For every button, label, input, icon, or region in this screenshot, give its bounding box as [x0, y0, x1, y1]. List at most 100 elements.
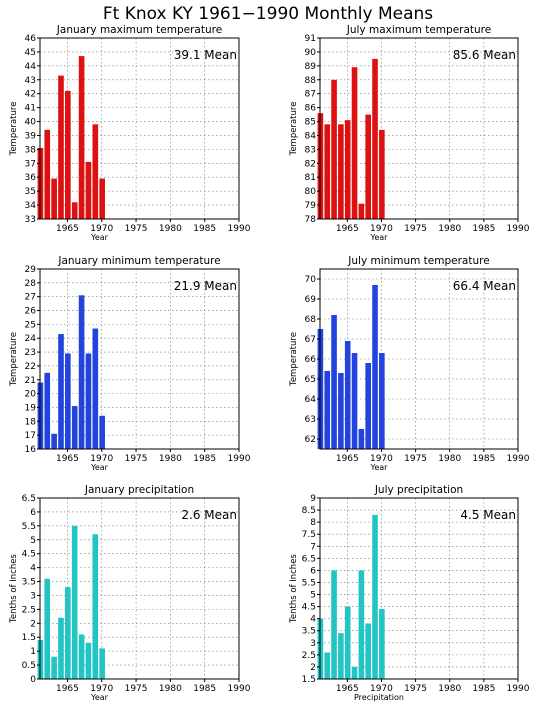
- x-tick-label: 1975: [404, 224, 427, 234]
- y-tick-label: 2: [30, 619, 36, 629]
- x-tick-label: 1965: [336, 454, 359, 464]
- bar-1967: [358, 203, 365, 219]
- x-tick-label: 1975: [404, 684, 427, 694]
- mean-label: 4.5 Mean: [460, 508, 516, 522]
- bar-1969: [92, 534, 99, 679]
- x-tick-label: 1970: [90, 454, 113, 464]
- bar-1970: [379, 129, 385, 219]
- y-tick-label: 38: [25, 145, 37, 155]
- x-tick-label: 1985: [472, 454, 495, 464]
- bar-1962: [44, 578, 51, 679]
- x-tick-label: 1985: [472, 684, 495, 694]
- y-tick-label: 65: [305, 375, 316, 385]
- y-tick-label: 33: [25, 215, 36, 225]
- bar-1967: [78, 634, 85, 679]
- x-tick-label: 1985: [193, 684, 216, 694]
- y-tick-label: 6: [30, 508, 36, 518]
- bar-1965: [65, 353, 71, 449]
- bar-1963: [331, 315, 337, 449]
- y-tick-label: 4: [310, 615, 316, 625]
- bar-1967: [78, 56, 85, 219]
- y-tick-label: 84: [305, 131, 317, 141]
- x-tick-label: 1980: [159, 684, 182, 694]
- y-tick-label: 28: [25, 279, 37, 289]
- y-tick-label: 44: [25, 62, 37, 72]
- y-tick-label: 89: [305, 62, 317, 72]
- x-tick-label: 1985: [472, 224, 495, 234]
- x-tick-label: 1980: [159, 224, 182, 234]
- y-tick-label: 45: [25, 48, 36, 58]
- page-title: Ft Knox KY 1961−1990 Monthly Means: [102, 4, 434, 24]
- x-axis-label: Year: [370, 233, 389, 242]
- bar-1965: [65, 90, 71, 220]
- y-tick-label: 68: [305, 315, 317, 325]
- bar-1969: [372, 285, 378, 449]
- chart-title: January minimum temperature: [57, 255, 220, 267]
- bar-1966: [71, 202, 78, 219]
- y-tick-label: 25: [25, 320, 36, 330]
- y-tick-label: 26: [25, 307, 37, 317]
- x-tick-label: 1965: [336, 224, 359, 234]
- y-tick-label: 7: [310, 542, 316, 552]
- y-tick-label: 62: [305, 435, 316, 445]
- chart-title: July minimum temperature: [347, 255, 489, 267]
- x-axis-label: Year: [90, 693, 109, 702]
- x-tick-label: 1980: [438, 684, 461, 694]
- y-tick-label: 4.5: [302, 603, 316, 613]
- y-tick-label: 5: [310, 591, 316, 601]
- x-tick-label: 1965: [56, 684, 79, 694]
- chart-title: July maximum temperature: [346, 24, 491, 36]
- plot-frame: [39, 497, 240, 680]
- y-tick-label: 5.5: [22, 522, 36, 532]
- y-tick-label: 63: [305, 415, 316, 425]
- plot-frame: [39, 268, 240, 450]
- bar-1968: [85, 642, 92, 679]
- x-tick-label: 1965: [56, 224, 79, 234]
- y-tick-label: 3.5: [302, 627, 316, 637]
- x-tick-label: 1990: [228, 454, 251, 464]
- y-tick-label: 69: [305, 295, 317, 305]
- bar-1962: [44, 129, 51, 219]
- bar-1966: [71, 525, 78, 679]
- chart-title: July precipitation: [374, 484, 463, 496]
- bar-1969: [372, 514, 378, 679]
- y-tick-label: 3.5: [22, 578, 36, 588]
- y-tick-label: 1.5: [302, 675, 316, 685]
- chart-1: 33 34 35 36 37 38 39 40 41 42 43 44 45 46 1965 1970 1975…: [9, 24, 251, 242]
- mean-label: 39.1 Mean: [174, 48, 237, 62]
- y-tick-label: 20: [25, 390, 37, 400]
- y-axis-label: Temperature: [289, 332, 299, 387]
- y-tick-label: 1: [30, 647, 36, 657]
- x-tick-label: 1980: [159, 454, 182, 464]
- x-tick-label: 1975: [125, 684, 148, 694]
- y-tick-label: 6.5: [22, 494, 36, 504]
- y-tick-label: 0.5: [22, 661, 36, 671]
- y-tick-label: 17: [25, 431, 36, 441]
- y-tick-label: 86: [305, 104, 317, 114]
- chart-4: 62 63 64 65 66 67 68 69 70 1965 1970 1975 1980 1985 19…: [289, 255, 530, 472]
- y-tick-label: 5: [30, 536, 36, 546]
- y-tick-label: 66: [305, 355, 317, 365]
- y-tick-label: 2.5: [302, 651, 316, 661]
- y-tick-label: 82: [305, 159, 316, 169]
- y-tick-label: 29: [25, 265, 37, 275]
- bar-1966: [351, 353, 358, 449]
- mean-label: 2.6 Mean: [181, 508, 237, 522]
- bar-1964: [338, 373, 344, 449]
- y-axis-label: Temperature: [289, 102, 299, 157]
- bar-1969: [92, 328, 99, 449]
- y-tick-label: 64: [305, 395, 317, 405]
- bar-1963: [51, 178, 57, 219]
- bar-1962: [324, 652, 331, 679]
- x-axis-label: Year: [90, 463, 109, 472]
- y-tick-label: 46: [25, 34, 37, 44]
- y-tick-label: 3: [30, 591, 36, 601]
- x-tick-label: 1990: [228, 224, 251, 234]
- bar-1962: [44, 372, 51, 449]
- y-tick-label: 79: [305, 201, 317, 211]
- x-tick-label: 1980: [438, 224, 461, 234]
- bar-1965: [344, 120, 351, 219]
- bar-1964: [338, 124, 344, 219]
- y-tick-label: 40: [25, 118, 37, 128]
